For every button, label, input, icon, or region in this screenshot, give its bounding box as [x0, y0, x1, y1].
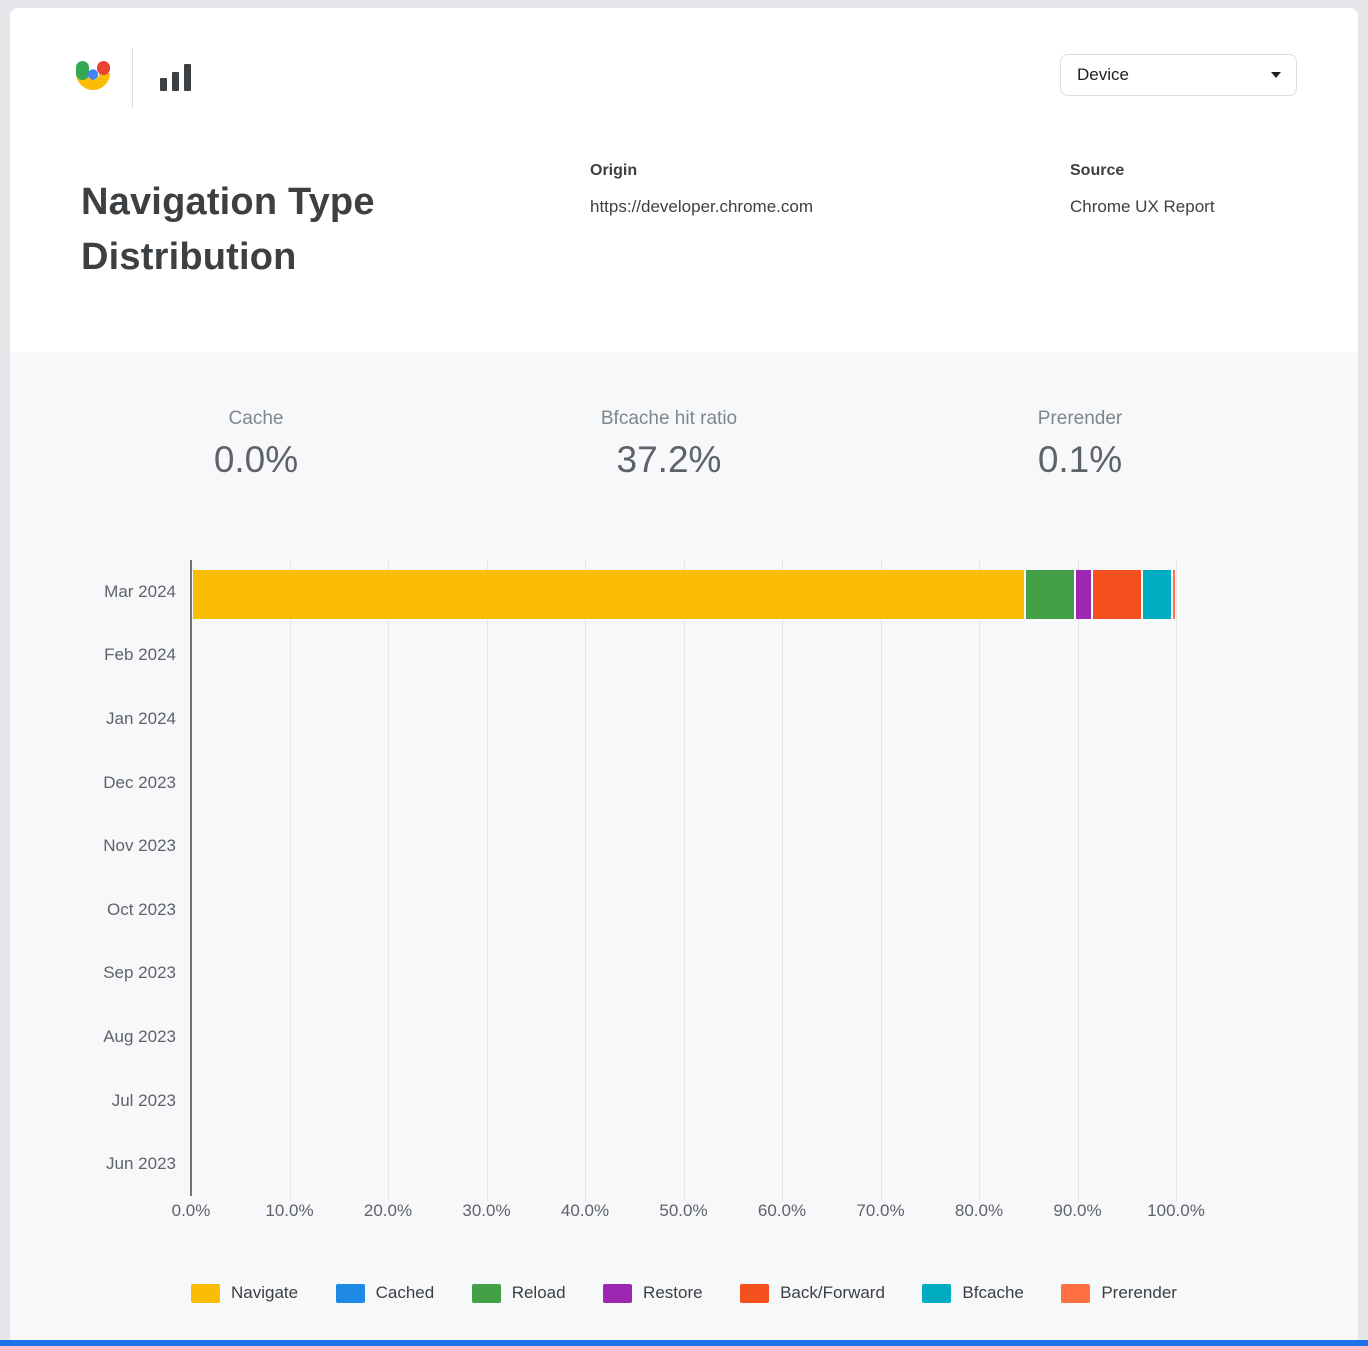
legend-swatch — [1061, 1283, 1091, 1303]
x-gridline — [979, 560, 980, 1201]
x-axis-tick-label: 0.0% — [171, 1201, 211, 1220]
legend-item-prerender[interactable]: Prerender — [1061, 1283, 1177, 1303]
legend-label: Bfcache — [962, 1283, 1024, 1302]
x-axis-tick-label: 60.0% — [757, 1201, 807, 1220]
device-dropdown-value: Device — [1077, 65, 1129, 84]
report-body: Cache 0.0% Bfcache hit ratio 37.2% Prere… — [10, 352, 1358, 1346]
page-title: Navigation Type Distribution — [81, 181, 375, 279]
x-gridline — [782, 560, 783, 1201]
source-label: Source — [1070, 162, 1125, 179]
y-axis-tick-label: Jul 2023 — [111, 1090, 176, 1110]
y-axis-tick-label: Jan 2024 — [106, 709, 176, 728]
loading-bar — [0, 1340, 1368, 1346]
device-dropdown[interactable]: Device — [1060, 54, 1297, 96]
x-axis-tick-label: 30.0% — [462, 1201, 511, 1220]
y-axis-line — [190, 560, 192, 1196]
x-gridline — [1077, 560, 1079, 1201]
stat-bfcache-hit-ratio: Bfcache hit ratio 37.2% — [601, 408, 737, 481]
source-value: Chrome UX Report — [1070, 197, 1215, 216]
legend-swatch — [335, 1283, 365, 1303]
crux-logo-icon — [76, 61, 110, 90]
header-divider — [132, 48, 133, 108]
stat-prerender-label: Prerender — [1037, 408, 1123, 429]
stat-bfcache-hit-ratio-value: 37.2% — [616, 439, 722, 480]
stacked-bar-mar-2024 — [193, 570, 1175, 619]
stat-prerender-value: 0.1% — [1037, 439, 1123, 480]
legend-item-restore[interactable]: Restore — [603, 1283, 703, 1303]
legend-swatch — [603, 1283, 633, 1303]
plot-area — [190, 560, 1177, 1201]
legend-label: Prerender — [1101, 1283, 1177, 1302]
legend-label: Reload — [511, 1283, 566, 1302]
x-gridline — [880, 560, 882, 1201]
legend-item-cached[interactable]: Cached — [335, 1283, 435, 1303]
x-axis-tick-label: 100.0% — [1147, 1201, 1205, 1220]
stat-cache: Cache 0.0% — [214, 408, 298, 481]
x-axis-tick-label: 10.0% — [265, 1201, 314, 1220]
x-gridline — [388, 560, 389, 1201]
legend-swatch — [922, 1283, 952, 1303]
bar-chart-icon — [160, 63, 191, 91]
x-axis-tick-label: 50.0% — [659, 1201, 708, 1220]
x-axis-tick-label: 70.0% — [856, 1201, 905, 1220]
bar-segment-bfcache[interactable] — [1142, 570, 1172, 619]
stat-cache-value: 0.0% — [213, 439, 299, 480]
y-axis-tick-label: Nov 2023 — [103, 836, 176, 856]
bar-segment-navigate[interactable] — [193, 570, 1024, 619]
y-axis-tick-label: Jun 2023 — [106, 1154, 176, 1174]
origin-label: Origin — [590, 162, 638, 179]
x-axis-tick-label: 20.0% — [363, 1201, 413, 1220]
x-axis-tick-label: 90.0% — [1053, 1201, 1102, 1220]
x-gridline — [1176, 560, 1177, 1201]
y-axis-tick-label: Feb 2024 — [104, 645, 176, 665]
legend-item-bfcache[interactable]: Bfcache — [922, 1283, 1024, 1303]
legend-item-back-forward[interactable]: Back/Forward — [740, 1283, 885, 1303]
chevron-down-icon — [1271, 72, 1281, 78]
chart-legend: Navigate Cached Reload Restore Back/Forward B… — [191, 1283, 1177, 1303]
legend-label: Cached — [375, 1283, 435, 1302]
x-axis-tick-label: 40.0% — [560, 1201, 610, 1220]
legend-label: Restore — [643, 1283, 703, 1302]
x-gridline — [683, 560, 685, 1201]
report-card: Device Navigation Type Distribution Orig… — [10, 8, 1358, 1346]
y-axis-tick-label: Oct 2023 — [107, 899, 176, 919]
x-axis-tick-label: 80.0% — [954, 1201, 1004, 1220]
report-header: Device Navigation Type Distribution Orig… — [10, 8, 1358, 352]
bar-segment-restore[interactable] — [1075, 570, 1092, 619]
legend-item-navigate[interactable]: Navigate — [191, 1283, 298, 1303]
x-gridline — [585, 560, 586, 1201]
stat-bfcache-hit-ratio-label: Bfcache hit ratio — [600, 408, 738, 429]
y-axis-tick-label: Dec 2023 — [103, 772, 176, 792]
stat-prerender: Prerender 0.1% — [1038, 408, 1123, 481]
bar-segment-prerender[interactable] — [1173, 570, 1175, 619]
source-meta: Source Chrome UX Report — [1070, 162, 1215, 217]
x-gridline — [486, 560, 488, 1201]
x-gridline — [289, 560, 291, 1201]
y-axis-tick-label: Aug 2023 — [103, 1027, 176, 1046]
origin-meta: Origin https://developer.chrome.com — [590, 162, 813, 217]
legend-item-reload[interactable]: Reload — [471, 1283, 566, 1303]
legend-label: Back/Forward — [780, 1283, 885, 1302]
legend-swatch — [471, 1283, 501, 1303]
legend-swatch — [191, 1283, 220, 1303]
y-axis-tick-label: Mar 2024 — [104, 581, 176, 601]
bar-segment-reload[interactable] — [1025, 570, 1074, 619]
stat-cache-label: Cache — [228, 408, 284, 429]
y-axis-tick-label: Sep 2023 — [103, 963, 176, 983]
legend-label: Navigate — [231, 1283, 299, 1302]
origin-value: https://developer.chrome.com — [590, 197, 814, 216]
bar-segment-back-forward[interactable] — [1093, 570, 1141, 619]
legend-swatch — [740, 1283, 770, 1303]
